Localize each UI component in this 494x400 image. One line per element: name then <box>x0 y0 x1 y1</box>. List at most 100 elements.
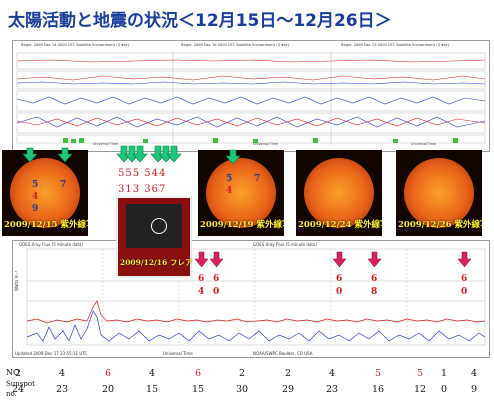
flare-mark-bot: 0 <box>336 287 343 297</box>
sunspot-value: 16 <box>371 384 385 395</box>
no-value: 5 <box>374 368 382 379</box>
green-arrow-icon <box>132 145 148 163</box>
sun1-spot-num: 7 <box>60 180 67 190</box>
green-arrow-icon <box>124 145 140 163</box>
sunspot-value: 15 <box>145 384 159 395</box>
sunspot-numbers: 555 544 313 367 <box>118 164 198 204</box>
flare-mark-top: 6 <box>371 274 378 284</box>
sun-disk <box>206 158 276 228</box>
sun-image-1226: 2009/12/26 紫外線写真 <box>396 150 482 236</box>
sun1-spot-num: 9 <box>32 204 39 214</box>
green-arrow-icon <box>166 145 182 163</box>
sun-disk <box>304 158 374 228</box>
sun-image-1219: 5 4 7 2009/12/19 紫外線写真 <box>198 150 284 236</box>
no-value: 6 <box>104 368 112 379</box>
no-value: 2 <box>238 368 246 379</box>
strip1-line <box>16 59 486 63</box>
no-value: 4 <box>470 368 478 379</box>
magenta-arrow-icon <box>457 251 472 268</box>
sun-disk <box>404 158 474 228</box>
flare-caption: 2009/12/16 フレア <box>120 258 193 267</box>
flare-mark-top: 6 <box>213 274 220 284</box>
sun-caption: 2009/12/24 紫外線写真 <box>298 220 382 230</box>
sun-disk <box>10 158 80 228</box>
flare-mark-top: 6 <box>198 274 205 284</box>
panel-header-2: Begin: 2009 Dec 19 0000 UTC Satellite En… <box>181 43 290 47</box>
sunspot-value: 0 <box>440 384 448 395</box>
sunspot-row: Sunspot no. 24 23 20 15 15 30 29 23 16 12 0 9 <box>4 380 494 398</box>
panel-header-1: Begin: 2009 Dec 14 0000 UTC Satellite En… <box>21 43 130 47</box>
sun1-spot-num: 5 <box>32 180 39 190</box>
sunspot-value: 23 <box>325 384 339 395</box>
sun-caption: 2009/12/26 紫外線写真 <box>398 220 482 230</box>
magenta-arrow-icon <box>209 251 224 268</box>
sunspot-value: 12 <box>413 384 427 395</box>
no-value: 4 <box>58 368 66 379</box>
sunspot-label-no: no. <box>6 390 17 398</box>
flare-inset-image: 2009/12/16 フレア <box>116 196 192 278</box>
xray-xlabel: Universal Time <box>163 351 193 356</box>
xray-short-line <box>26 310 486 342</box>
magenta-arrow-icon <box>367 251 382 268</box>
magenta-arrow-icon <box>194 251 209 268</box>
sun-caption: 2009/12/15 紫外線写真 <box>4 220 88 230</box>
magenta-arrow-icon <box>332 251 347 268</box>
panel-header: Begin: 2009 Dec 14 0000 UTC Satellite En… <box>13 41 489 51</box>
sunspot-value: 24 <box>11 384 25 395</box>
no-value: 2 <box>14 368 22 379</box>
sun2-spot-num: 5 <box>226 174 233 184</box>
sun2-spot-num: 7 <box>254 174 261 184</box>
strip4-line-b <box>16 117 486 127</box>
strip2-line-a <box>16 75 486 81</box>
xray-header: GOES Xray Flux (5 minute data) <box>19 242 83 247</box>
flare-circle <box>151 218 167 234</box>
footer-1: Universal Time <box>93 142 119 146</box>
green-arrow-icon <box>57 147 73 163</box>
flare-mark-bot: 8 <box>371 287 378 297</box>
green-arrow-icon <box>150 145 166 163</box>
green-arrow-icon <box>116 145 132 163</box>
sun-image-1215: 5 4 9 7 2009/12/15 紫外線写真 <box>2 150 88 236</box>
no-value: 5 <box>416 368 424 379</box>
xray-header-2: GOES Xray Flux (5 minute data) <box>253 242 317 247</box>
green-arrow-icon <box>158 145 174 163</box>
sunspot-numbers-top: 555 544 <box>118 168 167 179</box>
flare-mark-top: 6 <box>461 274 468 284</box>
no-row: NO 2 4 6 4 6 2 2 4 5 5 1 4 <box>4 368 494 382</box>
no-value: 4 <box>148 368 156 379</box>
sun-caption: 2009/12/19 紫外線写真 <box>200 220 284 230</box>
flare-mark-bot: 4 <box>198 287 205 297</box>
xray-long-line <box>26 300 486 324</box>
no-value: 4 <box>328 368 336 379</box>
sunspot-value: 20 <box>101 384 115 395</box>
no-value: 1 <box>440 368 448 379</box>
footer-2: Universal Time <box>253 142 279 146</box>
panel-footer: Universal Time Universal Time Universal … <box>13 142 489 150</box>
satellite-environment-panel: Begin: 2009 Dec 14 0000 UTC Satellite En… <box>12 40 490 152</box>
xray-updated: Updated 2009 Dec 17 23:55:11 UTC <box>15 351 88 356</box>
no-value: 6 <box>194 368 202 379</box>
kp-bars <box>63 138 458 143</box>
flare-mark-bot: 0 <box>461 287 468 297</box>
no-label: NO <box>6 368 20 377</box>
sunspot-value: 9 <box>470 384 478 395</box>
sunspot-value: 15 <box>191 384 205 395</box>
flare-mark-top: 6 <box>336 274 343 284</box>
flare-mark-bot: 0 <box>213 287 220 297</box>
sunspot-value: 30 <box>235 384 249 395</box>
panel-header-3: Begin: 2009 Dec 23 0000 UTC Satellite En… <box>341 43 450 47</box>
sun1-spot-num: 4 <box>32 192 39 202</box>
xray-org: NOAA/SWPC Boulder, CO USA <box>253 351 313 356</box>
footer-3: Universal Time <box>411 142 437 146</box>
xray-flux-plot <box>26 248 486 346</box>
page-title: 太陽活動と地震の状況＜12月15日～12月26日＞ <box>8 11 392 31</box>
no-value: 2 <box>284 368 292 379</box>
strip2-line-b <box>16 81 486 85</box>
sun2-spot-num: 4 <box>226 186 233 196</box>
sunspot-value: 23 <box>55 384 69 395</box>
sunspot-numbers-bottom: 313 367 <box>118 184 167 195</box>
xray-flux-panel: GOES Xray Flux (5 minute data) GOES Xray… <box>12 240 490 358</box>
sun-image-1224: 2009/12/24 紫外線写真 <box>296 150 382 236</box>
